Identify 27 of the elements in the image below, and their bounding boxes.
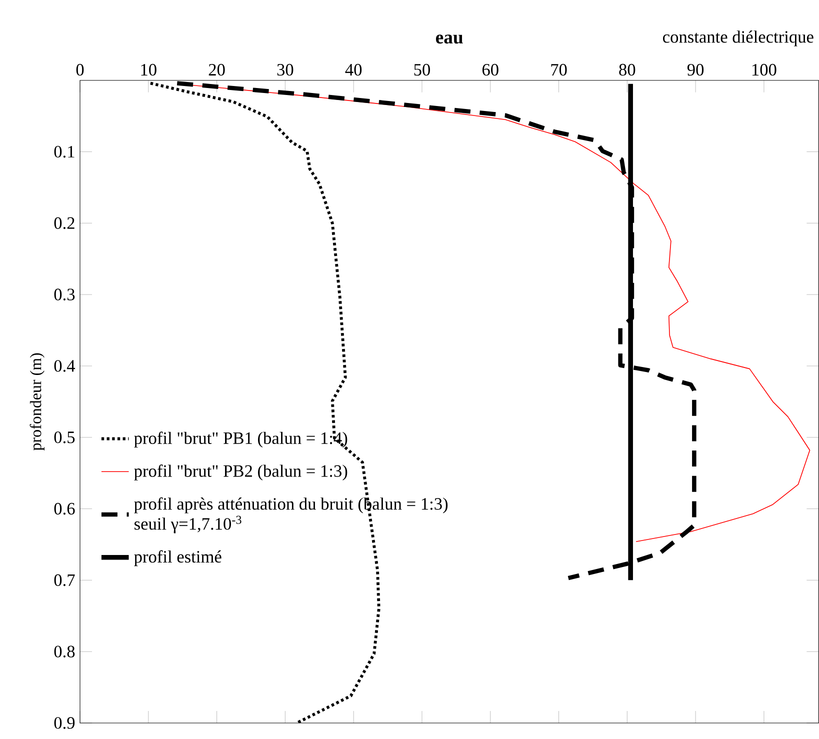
x-tick-label: 90	[687, 64, 704, 76]
legend-label: profil "brut" PB2 (balun = 1:3)	[134, 464, 348, 480]
x-tick-label: 80	[619, 64, 636, 76]
x-tick-label: 40	[345, 64, 362, 76]
y-tick-label: 0.3	[54, 288, 75, 300]
x-tick-label: 20	[208, 64, 225, 76]
y-tick-label: 0.4	[54, 360, 76, 372]
x-tick-label: 10	[141, 64, 156, 76]
y-tick-label: 0.9	[54, 717, 75, 729]
legend-label: profil après atténuation du bruit (balun = 1:3)	[134, 497, 448, 514]
x-tick-label: 100	[752, 64, 776, 76]
y-tick-label: 0.6	[54, 502, 75, 515]
annotation: seuil γ=1,7.10$^{-3}$	[134, 516, 242, 534]
x-tick-label: 0	[76, 64, 84, 76]
x-tick-label: 70	[551, 64, 567, 76]
y-tick-label: 0.8	[54, 646, 75, 658]
x-tick-label: 30	[277, 64, 294, 76]
y-tick-label: 0.1	[54, 146, 74, 158]
x-tick-label: 60	[482, 64, 498, 76]
y-tick-label: 0.5	[54, 431, 75, 444]
y-axis-title: profondeur (m)	[30, 353, 44, 451]
y-tick-label: 0.2	[54, 217, 74, 230]
chart-title: eau	[436, 34, 463, 44]
y-tick-label: 0.7	[54, 574, 75, 586]
legend-label: profil estimé	[134, 550, 222, 566]
x-axis-title: constante diélectrique	[663, 30, 814, 46]
x-tick-label: 50	[414, 64, 430, 76]
